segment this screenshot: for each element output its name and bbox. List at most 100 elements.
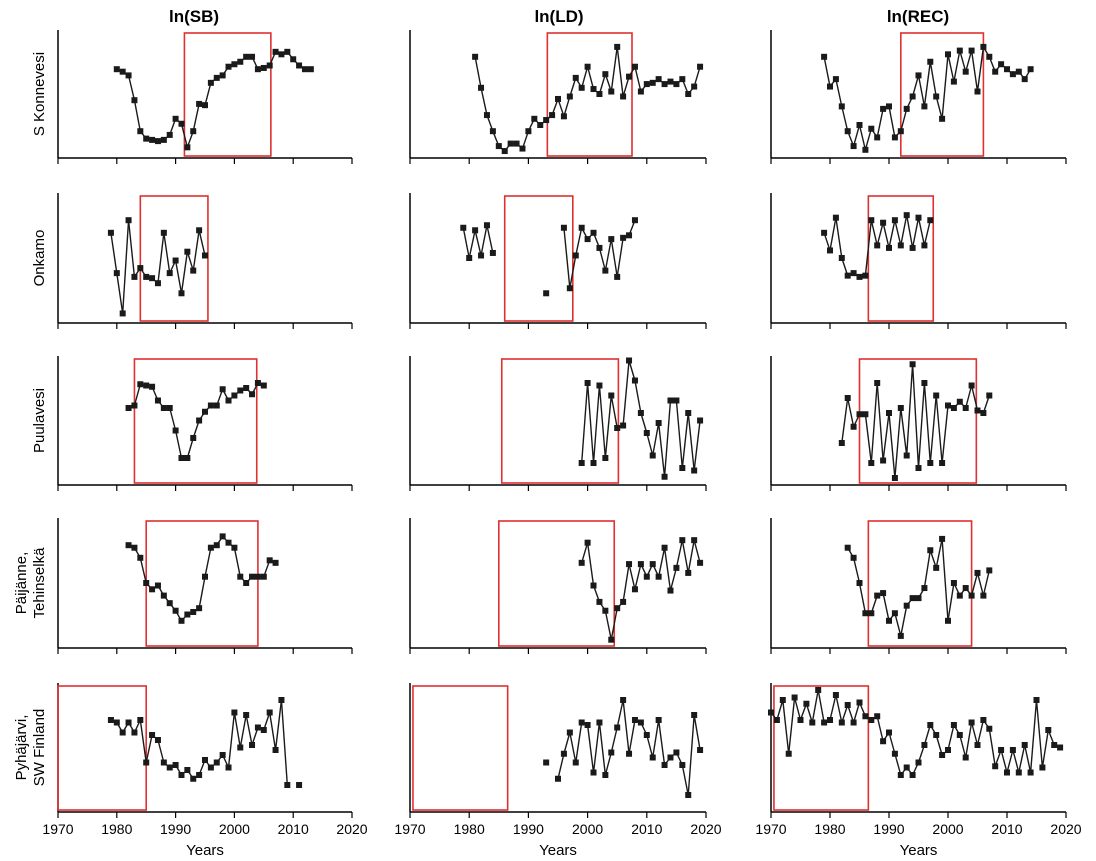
data-point — [614, 273, 621, 280]
data-point — [602, 267, 609, 274]
column-titles: ln(SB) ln(LD) ln(REC) — [169, 7, 949, 26]
data-point — [998, 61, 1005, 68]
data-point — [697, 417, 704, 424]
data-point — [921, 585, 928, 592]
series-segment — [870, 220, 878, 246]
data-point — [225, 764, 232, 771]
data-point — [466, 255, 473, 261]
series-segment — [198, 576, 206, 609]
data-point — [166, 405, 173, 411]
data-point — [921, 380, 928, 386]
data-point — [620, 422, 627, 429]
data-point — [897, 128, 904, 135]
series-segment — [610, 238, 618, 278]
data-point — [909, 772, 916, 778]
x-tick-label: 2020 — [1050, 821, 1081, 837]
x-tick-label: 1990 — [513, 821, 544, 837]
data-point — [986, 53, 993, 60]
series-segment — [965, 385, 973, 409]
highlight-box — [546, 32, 633, 157]
data-point — [501, 148, 508, 155]
series-segment — [900, 407, 908, 456]
series-segment — [906, 364, 914, 456]
data-point — [620, 697, 627, 703]
series-segment — [1035, 699, 1044, 768]
data-point — [184, 144, 191, 151]
data-point — [844, 128, 851, 135]
data-point — [939, 535, 946, 542]
series-segment — [847, 397, 855, 427]
series-segment — [681, 764, 689, 796]
data-point — [815, 687, 822, 693]
series-segment — [941, 54, 949, 119]
data-point — [655, 573, 662, 580]
panel — [409, 193, 707, 329]
series-segment — [970, 572, 979, 596]
series-segment — [233, 712, 241, 748]
row-label: Onkamo — [31, 230, 48, 287]
data-point — [891, 134, 898, 141]
data-point — [956, 398, 963, 405]
data-point — [143, 273, 150, 280]
data-point — [809, 719, 816, 726]
data-point — [673, 397, 680, 404]
series-segment — [628, 719, 636, 754]
series-segment — [575, 227, 583, 256]
data-point — [178, 772, 185, 778]
data-point — [850, 423, 857, 430]
series-segment — [652, 719, 660, 758]
data-point — [962, 405, 969, 411]
data-point — [131, 97, 138, 104]
data-point — [572, 74, 579, 81]
data-point — [160, 136, 167, 143]
data-point — [909, 595, 916, 602]
data-point — [927, 460, 934, 466]
data-point — [868, 460, 875, 466]
x-tick-label: 1980 — [101, 821, 132, 837]
series-segment — [687, 412, 695, 471]
data-point — [856, 699, 863, 706]
x-axis-titles: Years Years Years — [186, 842, 937, 859]
data-point — [880, 590, 887, 597]
data-point — [868, 717, 875, 723]
data-point — [160, 592, 167, 599]
panel — [409, 356, 707, 491]
data-point — [927, 547, 934, 554]
data-point — [950, 78, 957, 85]
data-point — [897, 242, 904, 249]
data-point — [1057, 744, 1064, 751]
data-point — [691, 467, 698, 474]
data-point — [513, 140, 520, 147]
data-point — [933, 392, 940, 399]
series-segment — [782, 699, 790, 754]
data-point — [880, 738, 887, 745]
data-point — [844, 702, 851, 708]
series-segment — [634, 66, 642, 92]
data-point — [980, 43, 987, 50]
data-point — [472, 227, 479, 234]
x-tick-label: 2010 — [991, 821, 1022, 837]
data-point — [614, 425, 621, 431]
data-point — [596, 91, 603, 97]
x-axis-title: Years — [900, 842, 938, 859]
data-point — [584, 722, 591, 728]
data-point — [1015, 68, 1022, 75]
column-title: ln(SB) — [169, 7, 219, 26]
series-segment — [186, 437, 194, 459]
data-point — [266, 709, 273, 716]
highlight-box — [503, 195, 574, 322]
series-segment — [610, 727, 618, 753]
series-segment — [894, 407, 902, 479]
series-segment — [268, 712, 277, 751]
data-point — [637, 410, 644, 416]
x-tick-label: 2020 — [336, 821, 367, 837]
data-point — [483, 112, 490, 119]
data-point — [897, 405, 904, 411]
series-segment — [911, 364, 920, 469]
data-point — [832, 76, 839, 83]
data-point — [608, 749, 615, 756]
series-segment — [239, 714, 247, 748]
data-point — [909, 244, 916, 251]
data-point — [649, 754, 656, 761]
data-point — [649, 561, 656, 568]
